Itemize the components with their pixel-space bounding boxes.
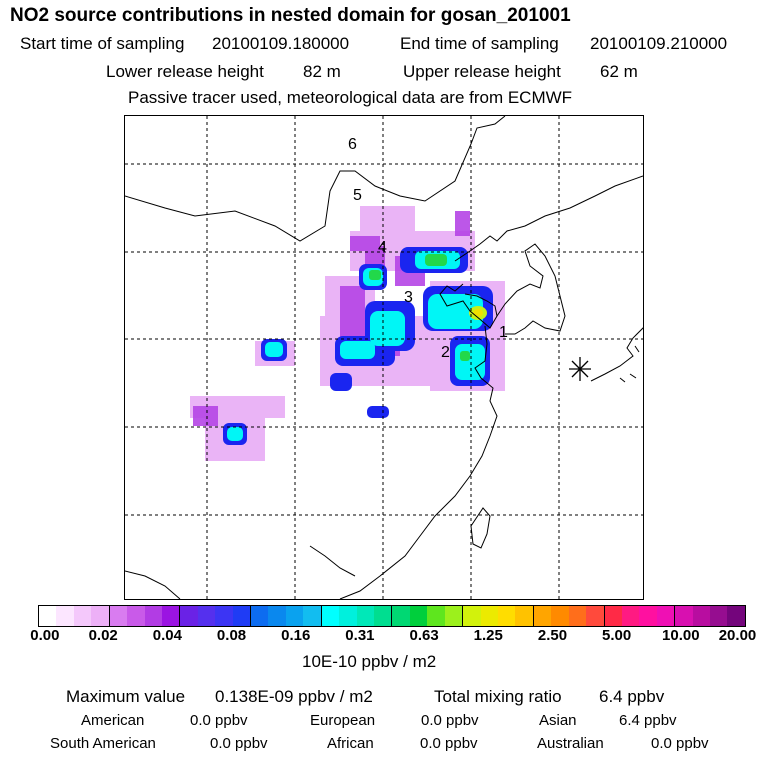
region-name: European: [310, 712, 376, 729]
coastline: [125, 116, 643, 599]
map-panel: 1 2 3 4 5 6: [124, 115, 644, 600]
colorbar-swatch: [339, 606, 357, 626]
region-value: 0.0 ppbv: [420, 735, 478, 752]
total-mixing-label: Total mixing ratio: [434, 687, 562, 706]
colorbar-swatch: [232, 606, 252, 626]
colorbar-swatch: [480, 606, 498, 626]
colorbar-swatch: [710, 606, 728, 626]
total-mixing-value: 6.4 ppbv: [599, 687, 665, 706]
colorbar-tick-label: 2.50: [537, 627, 568, 644]
end-time-label: End time of sampling: [400, 34, 559, 53]
region-name: African: [327, 735, 374, 752]
colorbar-tick-label: 0.63: [409, 627, 439, 644]
colorbar-tick-label: 0.08: [216, 627, 247, 644]
plot-title: NO2 source contributions in nested domai…: [10, 5, 571, 26]
colorbar-tick-label: 10.00: [662, 627, 700, 644]
colorbar-tick-label: 0.04: [152, 627, 182, 644]
colorbar-swatch: [444, 606, 464, 626]
region-value: 0.0 ppbv: [210, 735, 268, 752]
colorbar-swatch: [303, 606, 322, 626]
colorbar-swatch: [533, 606, 552, 626]
colorbar-swatch: [586, 606, 605, 626]
start-time-label: Start time of sampling: [20, 34, 185, 53]
colorbar-tick-label: 0.02: [88, 627, 118, 644]
colorbar-swatch: [321, 606, 340, 626]
colorbar-swatch: [109, 606, 128, 626]
end-time-value: 20100109.210000: [590, 34, 728, 53]
colorbar-swatch: [251, 606, 269, 626]
colorbar: [38, 605, 746, 627]
colorbar-swatch: [356, 606, 375, 626]
colorbar-swatch: [56, 606, 74, 626]
upper-height-value: 62 m: [600, 62, 638, 81]
receptor-marker: [569, 357, 591, 381]
colorbar-swatch: [551, 606, 569, 626]
colorbar-tick-label: 20.00: [718, 627, 757, 644]
colorbar-swatch: [727, 606, 745, 626]
colorbar-swatch: [497, 606, 516, 626]
lat-lon-grid: [125, 116, 643, 599]
colorbar-swatch: [161, 606, 181, 626]
colorbar-swatch: [91, 606, 110, 626]
colorbar-swatch: [374, 606, 393, 626]
colorbar-swatch: [127, 606, 145, 626]
upper-height-label: Upper release height: [403, 62, 561, 81]
colorbar-swatch: [39, 606, 57, 626]
colorbar-swatch: [144, 606, 162, 626]
lower-height-value: 82 m: [303, 62, 341, 81]
max-value: 0.138E-09 ppbv / m2: [215, 687, 373, 706]
colorbar-swatch: [568, 606, 587, 626]
colorbar-swatch: [463, 606, 481, 626]
colorbar-swatch: [621, 606, 640, 626]
colorbar-swatch: [675, 606, 693, 626]
region-value: 6.4 ppbv: [619, 712, 677, 729]
colorbar-swatch: [268, 606, 286, 626]
colorbar-tick-label: 0.00: [30, 627, 60, 644]
max-value-label: Maximum value: [66, 687, 186, 706]
colorbar-tick-label: 5.00: [602, 627, 632, 644]
colorbar-unit: 10E-10 ppbv / m2: [302, 652, 437, 671]
region-name: Australian: [537, 735, 604, 752]
colorbar-tick-label: 1.25: [473, 627, 503, 644]
colorbar-swatch: [639, 606, 657, 626]
tracer-note: Passive tracer used, meteorological data…: [128, 88, 573, 107]
colorbar-swatch: [215, 606, 233, 626]
colorbar-swatch: [515, 606, 534, 626]
colorbar-swatch: [392, 606, 410, 626]
day-label: 1: [499, 324, 508, 341]
region-name: South American: [50, 735, 156, 752]
region-value: 0.0 ppbv: [190, 712, 248, 729]
day-label: 6: [348, 136, 357, 153]
colorbar-swatch: [427, 606, 445, 626]
colorbar-swatch: [656, 606, 676, 626]
colorbar-swatch: [285, 606, 304, 626]
lower-height-label: Lower release height: [106, 62, 264, 81]
region-value: 0.0 ppbv: [651, 735, 709, 752]
start-time-value: 20100109.180000: [212, 34, 350, 53]
colorbar-swatch: [180, 606, 198, 626]
map-canvas: 1 2 3 4 5 6: [125, 116, 643, 599]
region-name: Asian: [539, 712, 577, 729]
colorbar-swatch: [604, 606, 622, 626]
day-label: 4: [378, 239, 387, 256]
colorbar-swatch: [409, 606, 428, 626]
day-label: 2: [441, 344, 450, 361]
region-name: American: [81, 712, 145, 729]
colorbar-tick-label: 0.31: [345, 627, 375, 644]
day-label: 5: [353, 187, 362, 204]
colorbar-swatch: [197, 606, 216, 626]
colorbar-tick-label: 0.16: [281, 627, 311, 644]
concentration-plume: [190, 206, 505, 461]
colorbar-swatch: [73, 606, 92, 626]
region-value: 0.0 ppbv: [421, 712, 479, 729]
colorbar-swatch: [692, 606, 711, 626]
day-label: 3: [404, 289, 413, 306]
